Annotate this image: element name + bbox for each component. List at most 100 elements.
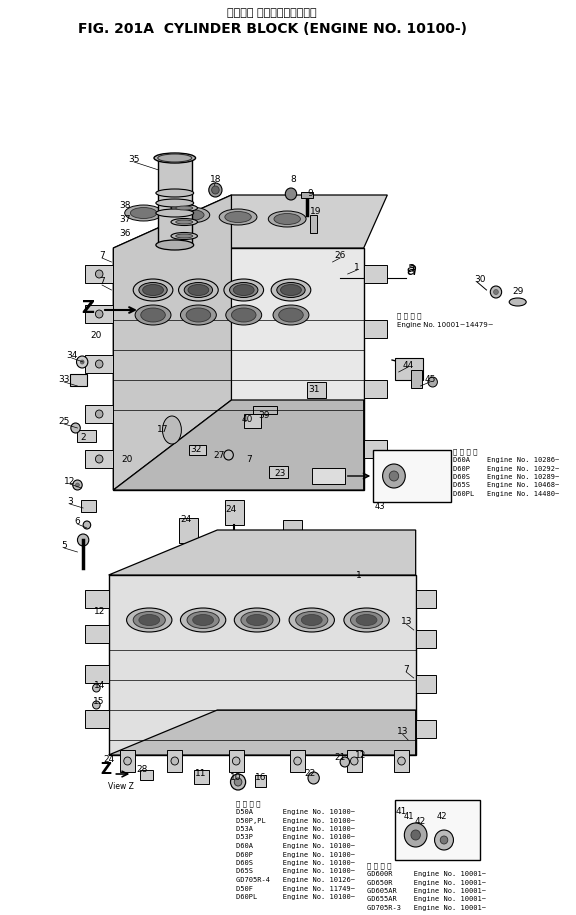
- Ellipse shape: [171, 219, 198, 225]
- Circle shape: [77, 534, 89, 546]
- Text: Engine No. 10001~14479~: Engine No. 10001~14479~: [397, 322, 494, 328]
- Ellipse shape: [289, 608, 335, 632]
- Bar: [70, 374, 87, 386]
- Text: 35: 35: [128, 156, 140, 165]
- Text: 2: 2: [80, 434, 86, 443]
- Ellipse shape: [224, 279, 264, 301]
- Ellipse shape: [188, 285, 209, 296]
- Text: 10: 10: [230, 773, 242, 782]
- Ellipse shape: [156, 209, 194, 217]
- Ellipse shape: [350, 611, 382, 629]
- Text: シリンダ ブロック　適用号機: シリンダ ブロック 適用号機: [228, 8, 317, 18]
- Bar: [85, 450, 113, 468]
- Circle shape: [411, 830, 420, 840]
- Ellipse shape: [176, 220, 193, 224]
- Bar: [363, 320, 387, 338]
- Text: 12: 12: [93, 608, 105, 617]
- Circle shape: [209, 183, 222, 197]
- Ellipse shape: [226, 305, 262, 325]
- Text: 36: 36: [119, 230, 130, 239]
- Text: 適 用 号 機: 適 用 号 機: [366, 862, 391, 868]
- Circle shape: [294, 757, 301, 765]
- Ellipse shape: [233, 285, 254, 296]
- Bar: [109, 575, 416, 755]
- Circle shape: [494, 289, 498, 295]
- Text: D60A    Engine No. 10286~: D60A Engine No. 10286~: [453, 457, 560, 463]
- Ellipse shape: [135, 305, 171, 325]
- Polygon shape: [113, 195, 232, 490]
- Text: 41: 41: [404, 812, 414, 821]
- Ellipse shape: [247, 615, 267, 626]
- Bar: [290, 750, 305, 772]
- Bar: [85, 590, 109, 608]
- Ellipse shape: [281, 285, 301, 296]
- Text: 29: 29: [512, 287, 524, 296]
- Bar: [347, 750, 362, 772]
- Text: 42: 42: [415, 817, 426, 826]
- Text: 17: 17: [157, 425, 168, 435]
- Text: 14: 14: [93, 681, 105, 690]
- Ellipse shape: [193, 615, 214, 626]
- Text: 20: 20: [90, 330, 102, 339]
- Text: 適 用 号 機: 適 用 号 機: [397, 312, 421, 318]
- Ellipse shape: [187, 611, 219, 629]
- Circle shape: [428, 377, 437, 387]
- Text: 6: 6: [74, 518, 80, 526]
- Text: View Z: View Z: [108, 782, 134, 791]
- Ellipse shape: [234, 608, 279, 632]
- Circle shape: [211, 186, 219, 194]
- Text: GD655AR    Engine No. 10001~: GD655AR Engine No. 10001~: [366, 897, 486, 902]
- Text: D60PL      Engine No. 10100~: D60PL Engine No. 10100~: [236, 894, 355, 900]
- Bar: [253, 406, 277, 414]
- Bar: [269, 466, 288, 478]
- Circle shape: [75, 483, 79, 487]
- Circle shape: [404, 823, 427, 847]
- Text: D60P    Engine No. 10292~: D60P Engine No. 10292~: [453, 466, 560, 471]
- Bar: [307, 382, 326, 398]
- Text: 16: 16: [255, 773, 267, 782]
- Bar: [225, 500, 244, 525]
- Circle shape: [350, 757, 358, 765]
- Text: 44: 44: [403, 361, 414, 370]
- Text: 23: 23: [274, 468, 285, 478]
- Text: 41: 41: [396, 808, 407, 816]
- Circle shape: [96, 310, 103, 318]
- Text: 24: 24: [226, 505, 237, 514]
- Bar: [85, 265, 113, 283]
- Circle shape: [77, 356, 88, 368]
- Text: D60PL   Engine No. 14480~: D60PL Engine No. 14480~: [453, 491, 560, 497]
- Text: 12: 12: [355, 750, 366, 759]
- Text: 11: 11: [195, 769, 206, 778]
- Ellipse shape: [133, 279, 173, 301]
- Ellipse shape: [172, 207, 210, 223]
- Circle shape: [80, 360, 84, 364]
- Bar: [312, 468, 345, 484]
- Text: 3: 3: [67, 498, 73, 507]
- Text: 21: 21: [335, 753, 346, 762]
- Ellipse shape: [156, 189, 194, 197]
- Ellipse shape: [219, 209, 257, 225]
- Bar: [363, 440, 387, 458]
- Text: D60P       Engine No. 10100~: D60P Engine No. 10100~: [236, 852, 355, 857]
- Circle shape: [340, 757, 350, 767]
- Text: 37: 37: [119, 216, 130, 224]
- Bar: [310, 215, 317, 233]
- Text: 24: 24: [103, 756, 114, 765]
- Bar: [411, 370, 422, 388]
- Bar: [416, 720, 437, 738]
- Ellipse shape: [295, 611, 328, 629]
- Text: 25: 25: [59, 417, 70, 426]
- Ellipse shape: [271, 279, 311, 301]
- Ellipse shape: [301, 615, 322, 626]
- Text: Z: Z: [82, 299, 94, 317]
- Text: a: a: [406, 261, 416, 279]
- Circle shape: [96, 410, 103, 418]
- Ellipse shape: [156, 240, 194, 250]
- Circle shape: [232, 757, 240, 765]
- Bar: [373, 450, 450, 502]
- Bar: [85, 710, 109, 728]
- Bar: [283, 520, 302, 545]
- Text: 13: 13: [400, 618, 412, 627]
- Text: 7: 7: [247, 456, 252, 465]
- Text: 45: 45: [424, 375, 435, 384]
